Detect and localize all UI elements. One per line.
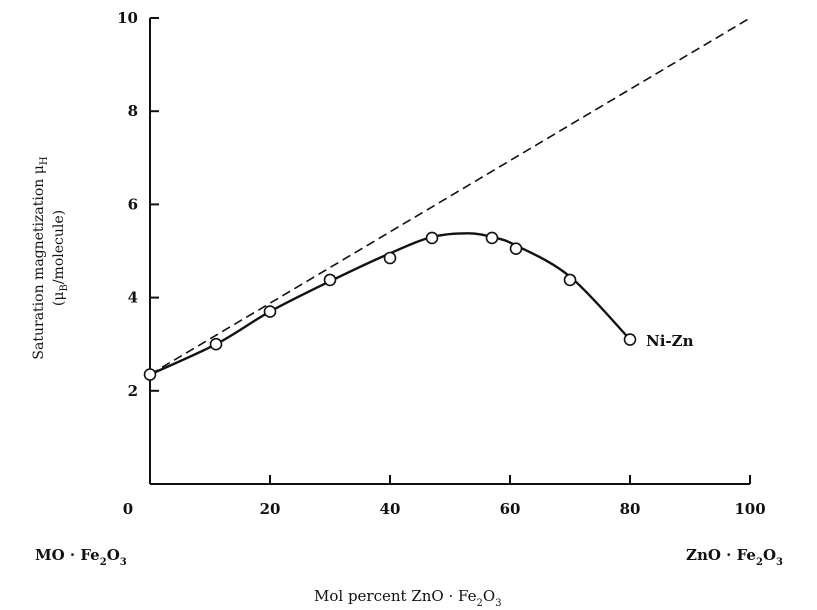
ni-zn-data-point (623, 333, 637, 346)
ni-zn-data-point (263, 305, 277, 318)
x-end-label-left: MO · Fe2O3 (35, 546, 127, 568)
x-tick-label: 0 (123, 500, 133, 518)
x-tick-label: 40 (380, 500, 401, 518)
dashed-reference-line (149, 17, 751, 376)
ni-zn-data-point (323, 273, 337, 287)
x-tick-label: 20 (260, 500, 281, 518)
y-axis-title: Saturation magnetization μH (μB/molecule… (31, 156, 70, 359)
axes (149, 18, 750, 485)
y-tick-label: 4 (128, 289, 138, 307)
series (143, 17, 751, 381)
ni-zn-data-point (209, 337, 223, 351)
y-axis-title-line1: Saturation magnetization μH (31, 156, 50, 359)
ni-zn-data-point (383, 251, 397, 265)
x-tick-label: 80 (620, 500, 641, 518)
x-axis-title: Mol percent ZnO · Fe2O3 (314, 587, 502, 609)
y-tick-label: 2 (128, 382, 138, 400)
series-label-ni-zn: Ni-Zn (646, 332, 694, 350)
ni-zn-data-point (425, 231, 439, 245)
y-tick-label: 10 (117, 9, 138, 27)
y-tick-label: 8 (128, 102, 138, 120)
ni-zn-data-point (143, 368, 157, 381)
y-axis-title-line2: (μB/molecule) (51, 210, 70, 306)
ni-zn-data-point (509, 242, 523, 255)
x-tick-label: 100 (734, 500, 765, 518)
ni-zn-data-point (485, 231, 499, 245)
y-tick-label: 6 (128, 195, 138, 213)
x-end-label-right: ZnO · Fe2O3 (686, 546, 783, 568)
ni-zn-data-point (563, 273, 577, 287)
x-tick-label: 60 (500, 500, 521, 518)
